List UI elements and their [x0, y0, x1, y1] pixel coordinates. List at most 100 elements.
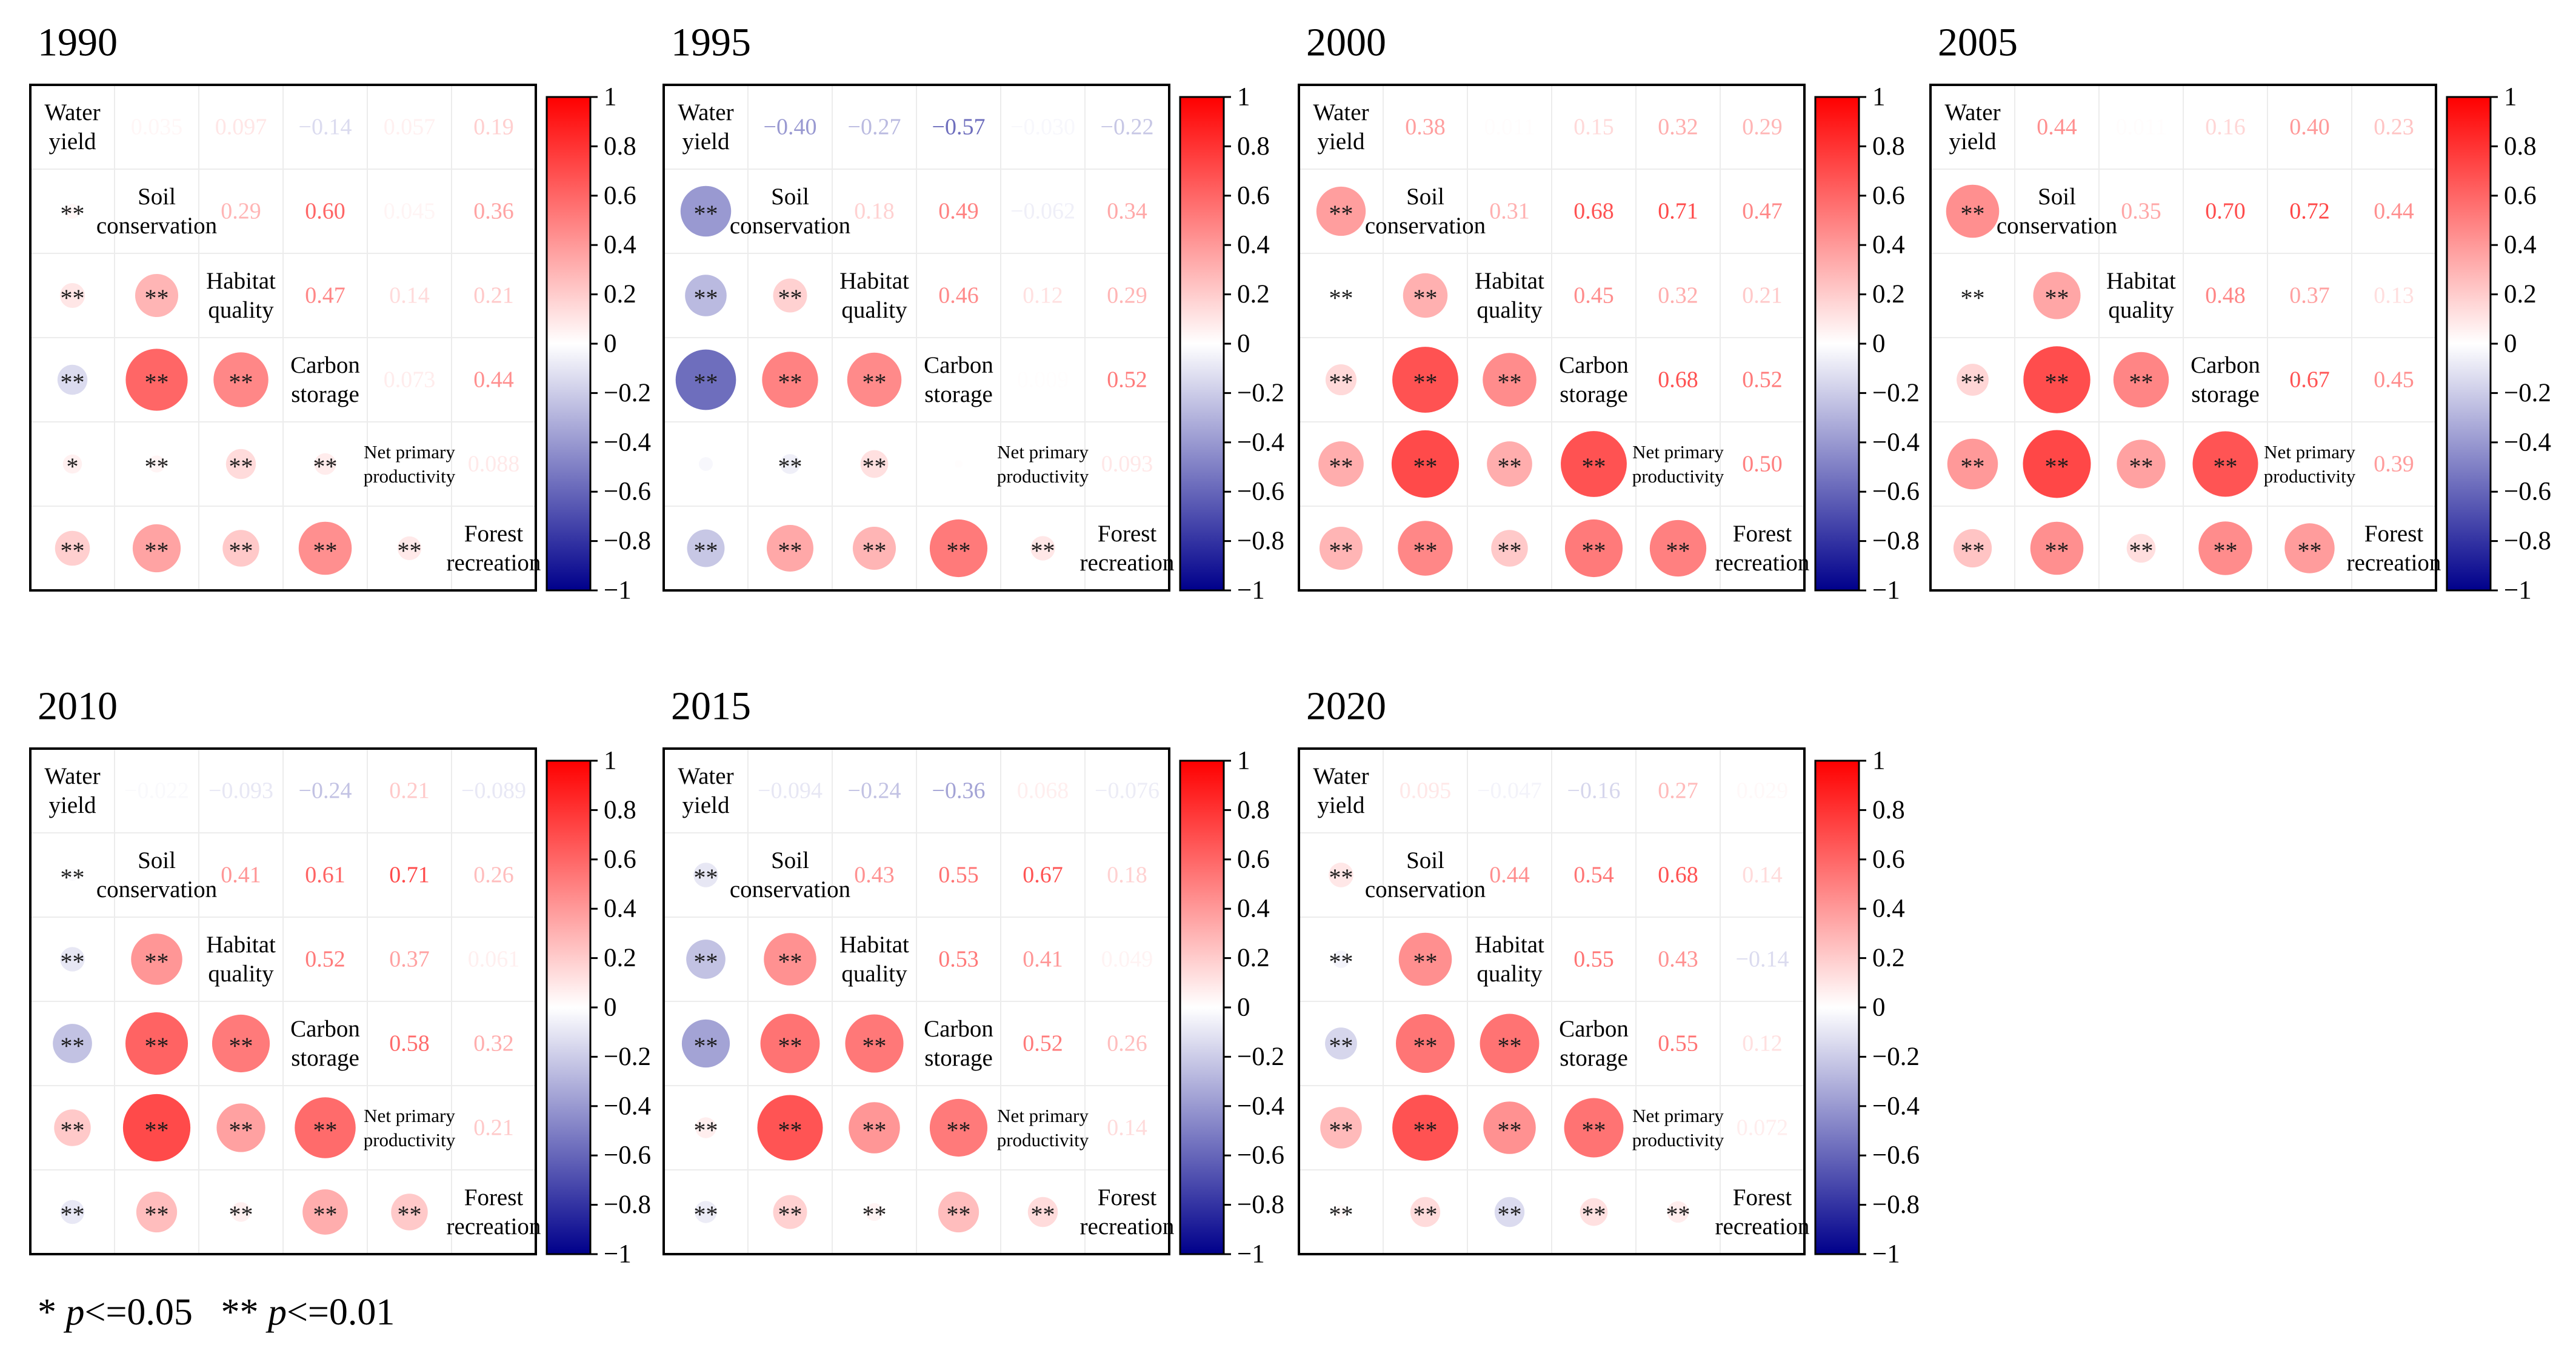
colorbar-tick-label: 1	[2504, 83, 2517, 112]
significance-mark: **	[1329, 948, 1353, 975]
diagonal-label-forest-recreation: Forest	[464, 521, 524, 547]
significance-mark: **	[313, 1117, 338, 1144]
corr-circle	[135, 273, 179, 318]
significance-mark: **	[2129, 453, 2154, 480]
significance-mark: **	[947, 1201, 971, 1228]
diagonal-label-forest-recreation: Forest	[2364, 521, 2424, 547]
significance-mark: **	[229, 1117, 253, 1144]
corr-label: 0.71	[389, 863, 430, 888]
colorbar-tick-label: 0.8	[2504, 132, 2537, 161]
corr-circle	[686, 940, 726, 979]
colorbar	[1179, 760, 1225, 1255]
diagonal-label-carbon-storage: Carbon	[924, 352, 993, 378]
corr-circle	[2023, 346, 2090, 413]
corr-label: −0.57	[932, 115, 986, 140]
corr-label: 0.12	[1023, 283, 1063, 309]
significance-mark: **	[229, 1201, 253, 1228]
colorbar-tick-label: 0.8	[604, 132, 636, 161]
corr-circle	[757, 1095, 823, 1161]
corr-label: −0.022	[124, 778, 189, 804]
corr-label: 0.40	[2289, 115, 2330, 140]
diagonal-label-net-primary-productivity: Net primary	[1632, 1105, 1724, 1126]
colorbar-tick-label: 0	[1872, 330, 1886, 358]
significance-mark: **	[863, 1201, 887, 1228]
significance-mark: **	[863, 1117, 887, 1144]
significance-mark: **	[61, 537, 85, 564]
corr-circle	[53, 1024, 92, 1063]
colorbar-tick-label: −1	[1237, 576, 1265, 605]
diagonal-label-carbon-storage: storage	[291, 381, 359, 407]
corr-circle	[65, 204, 80, 219]
significance-mark: **	[694, 200, 718, 227]
significance-mark: **	[145, 1117, 169, 1144]
significance-mark: **	[1329, 453, 1353, 480]
colorbar-tick-label: −1	[1237, 1240, 1265, 1269]
panel-title: 1995	[671, 21, 751, 65]
corr-circle	[1487, 441, 1532, 487]
diagonal-label-soil-conservation: Soil	[771, 184, 809, 210]
colorbar-tick-label: 0.8	[1872, 132, 1905, 161]
significance-mark: **	[145, 948, 169, 975]
diagonal-label-habitat-quality: Habitat	[1475, 932, 1544, 958]
corr-label: 0.097	[215, 115, 267, 140]
colorbar-tick-label: −0.2	[1872, 379, 1920, 407]
significance-mark: **	[778, 369, 802, 396]
corr-circle	[55, 530, 90, 566]
corr-circle	[2117, 439, 2166, 489]
panel-border	[1298, 84, 1806, 592]
corr-label: 0.009	[1017, 367, 1069, 393]
significance-mark: **	[2129, 369, 2154, 396]
corr-label: 0.52	[1023, 1031, 1063, 1057]
corr-label: −0.27	[848, 115, 901, 140]
diagonal-label-carbon-storage: storage	[291, 1045, 359, 1071]
colorbar	[1814, 760, 1860, 1255]
corr-label: 0.029	[1737, 778, 1789, 804]
corr-circle	[1325, 1027, 1357, 1060]
corr-circle	[1480, 1013, 1540, 1074]
corr-circle	[2198, 521, 2252, 575]
corr-label: −0.093	[209, 778, 273, 804]
significance-mark: **	[863, 453, 887, 480]
significance-mark: **	[694, 1117, 718, 1144]
colorbar-tick-label: 1	[604, 747, 617, 775]
significance-mark: **	[694, 369, 718, 396]
corr-circle	[1334, 1205, 1348, 1219]
corr-label: 0.21	[473, 283, 514, 309]
legend-p-double: p	[267, 1292, 287, 1333]
diagonal-label-water-yield: yield	[682, 129, 730, 155]
significance-mark: **	[694, 537, 718, 564]
corr-circle	[125, 349, 188, 411]
significance-mark: **	[313, 1201, 338, 1228]
colorbar-tick-label: −1	[604, 1240, 632, 1269]
corr-label: 0.55	[1658, 1031, 1698, 1057]
colorbar-tick-label: 0.4	[1872, 231, 1905, 259]
diagonal-label-soil-conservation: conservation	[1365, 877, 1486, 903]
corr-circle	[1325, 364, 1357, 396]
colorbar-tick-label: 0.2	[1237, 280, 1270, 309]
corr-circle	[762, 352, 818, 408]
colorbar-tick-label: −0.8	[604, 527, 651, 555]
corr-circle	[847, 352, 902, 407]
significance-mark: **	[1582, 537, 1606, 564]
colorbar-tick-label: −0.4	[1872, 428, 1920, 456]
corr-circle	[213, 352, 269, 407]
corr-circle	[845, 1014, 904, 1073]
corr-circle	[295, 1097, 356, 1158]
corr-label: 0.37	[2289, 283, 2330, 309]
corr-circle	[2030, 521, 2084, 575]
diagonal-label-soil-conservation: conservation	[1365, 213, 1486, 239]
panel-border	[29, 747, 537, 1255]
significance-mark: **	[778, 453, 802, 480]
corr-label: 0.29	[1107, 283, 1147, 309]
significance-mark: **	[398, 1201, 422, 1228]
corr-circle	[391, 1194, 428, 1230]
diagonal-label-habitat-quality: Habitat	[2106, 268, 2176, 294]
corr-label: 0.15	[1573, 115, 1614, 140]
significance-mark: **	[1961, 284, 1985, 312]
panel-title: 2005	[1938, 21, 2018, 65]
corr-label: −0.16	[1567, 778, 1621, 804]
colorbar-tick-label: −0.4	[1237, 428, 1284, 456]
diagonal-label-soil-conservation: conservation	[96, 213, 217, 239]
